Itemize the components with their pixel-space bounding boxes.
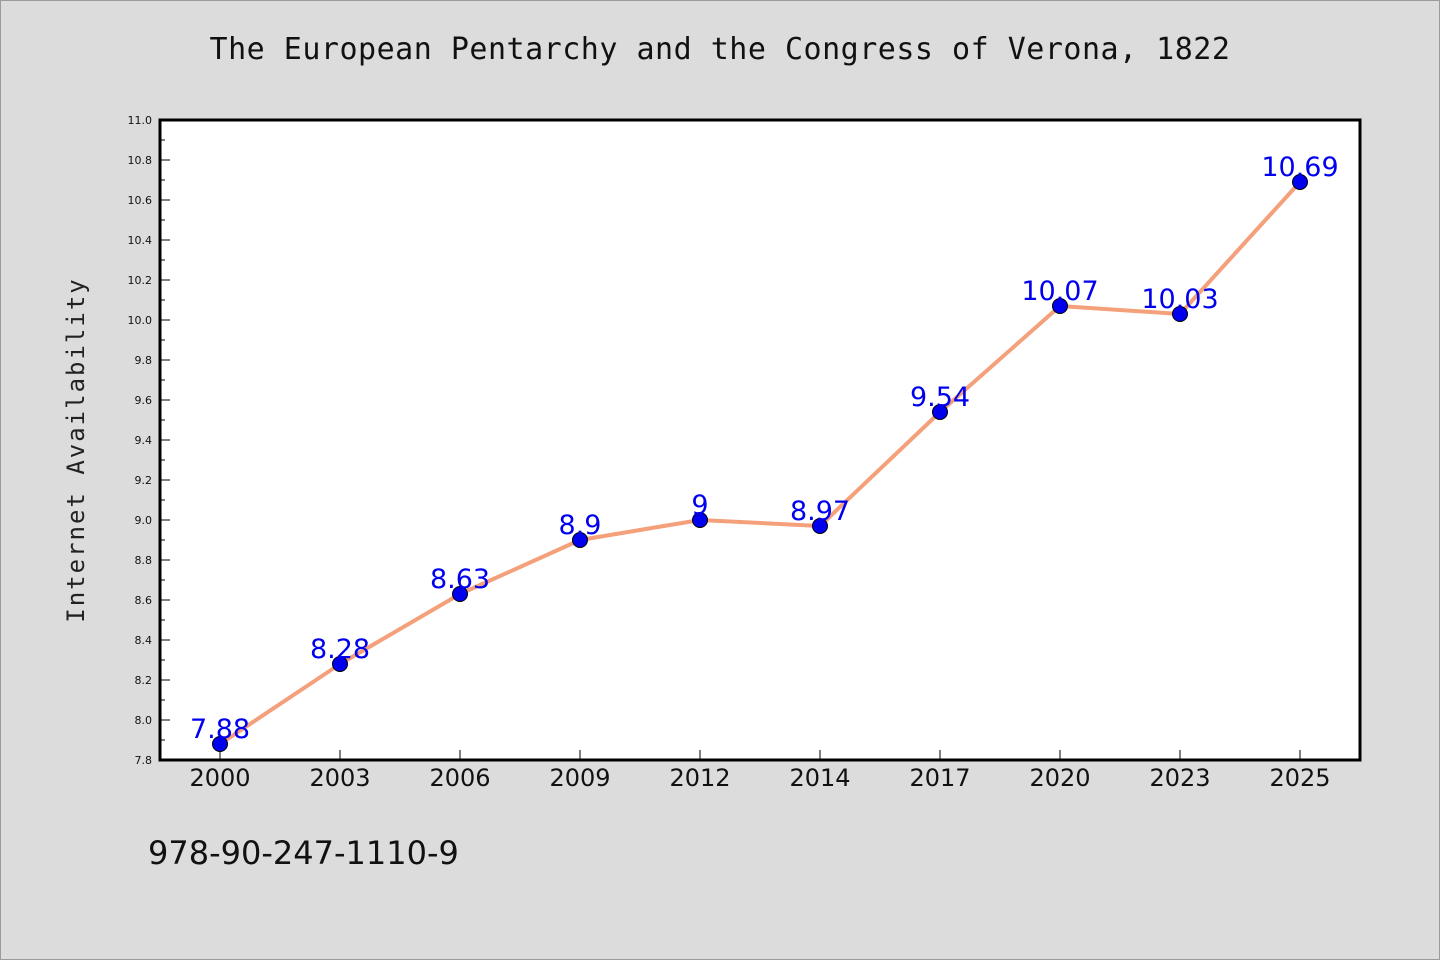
y-tick-label: 9.8: [135, 354, 153, 367]
y-tick-label: 8.2: [135, 674, 153, 687]
y-tick-label: 9.2: [135, 474, 153, 487]
x-tick-label: 2003: [309, 764, 370, 792]
series-line-group: [218, 180, 1302, 746]
x-tick-label: 2025: [1269, 764, 1330, 792]
y-tick-label: 9.0: [135, 514, 153, 527]
data-point: [1052, 298, 1068, 314]
y-axis: 7.8 8.0 8.2 8.4 8.6 8.8 9.0 9.2 9.4 9.6 9.8 10.0 10.…: [128, 114, 170, 767]
data-point: [1292, 174, 1308, 190]
x-tick-label: 2023: [1149, 764, 1210, 792]
y-tick-label: 10.6: [128, 194, 153, 207]
y-tick-label: 10.2: [128, 274, 153, 287]
data-label: 8.9: [559, 510, 602, 541]
data-label: 9.54: [910, 382, 970, 413]
y-tick-label: 10.4: [128, 234, 153, 247]
data-point: [692, 512, 708, 528]
x-tick-label: 2020: [1029, 764, 1090, 792]
data-label: 10.69: [1261, 152, 1338, 183]
y-tick-label: 8.4: [135, 634, 153, 647]
data-label: 10.07: [1021, 276, 1098, 307]
x-tick-label: 2014: [789, 764, 850, 792]
data-label: 9: [691, 490, 708, 521]
data-label: 8.28: [310, 634, 370, 665]
data-point: [932, 404, 948, 420]
y-tick-label: 10.0: [128, 314, 153, 327]
data-label: 10.03: [1141, 284, 1218, 315]
data-labels: 7.88 8.28 8.63 8.9 9 8.97 9.54 10.07 10.03 10.69: [190, 152, 1339, 745]
y-tick-label: 9.6: [135, 394, 153, 407]
data-point: [812, 518, 828, 534]
x-tick-label: 2000: [189, 764, 250, 792]
data-point: [452, 586, 468, 602]
y-tick-label: 8.6: [135, 594, 153, 607]
y-tick-label: 10.8: [128, 154, 153, 167]
data-label: 8.97: [790, 496, 850, 527]
data-points: [212, 174, 1308, 752]
data-point: [572, 532, 588, 548]
data-label: 8.63: [430, 564, 490, 595]
x-tick-label: 2009: [549, 764, 610, 792]
y-tick-label: 8.0: [135, 714, 153, 727]
y-tick-label: 8.8: [135, 554, 153, 567]
data-point: [212, 736, 228, 752]
data-point: [1172, 306, 1188, 322]
footer-code: 978-90-247-1110-9: [148, 834, 459, 872]
y-tick-label: 7.8: [135, 754, 153, 767]
y-tick-label: 11.0: [128, 114, 153, 127]
y-tick-label: 9.4: [135, 434, 153, 447]
x-axis: 2000 2003 2006 2009 2012 2014 2017 2020 2023 2025: [189, 750, 1331, 792]
x-tick-label: 2006: [429, 764, 490, 792]
plot-border: [158, 118, 1362, 762]
x-tick-label: 2012: [669, 764, 730, 792]
chart-title: The European Pentarchy and the Congress …: [209, 32, 1231, 67]
series-line: [218, 180, 1302, 746]
data-point: [332, 656, 348, 672]
data-label: 7.88: [190, 714, 250, 745]
x-tick-label: 2017: [909, 764, 970, 792]
